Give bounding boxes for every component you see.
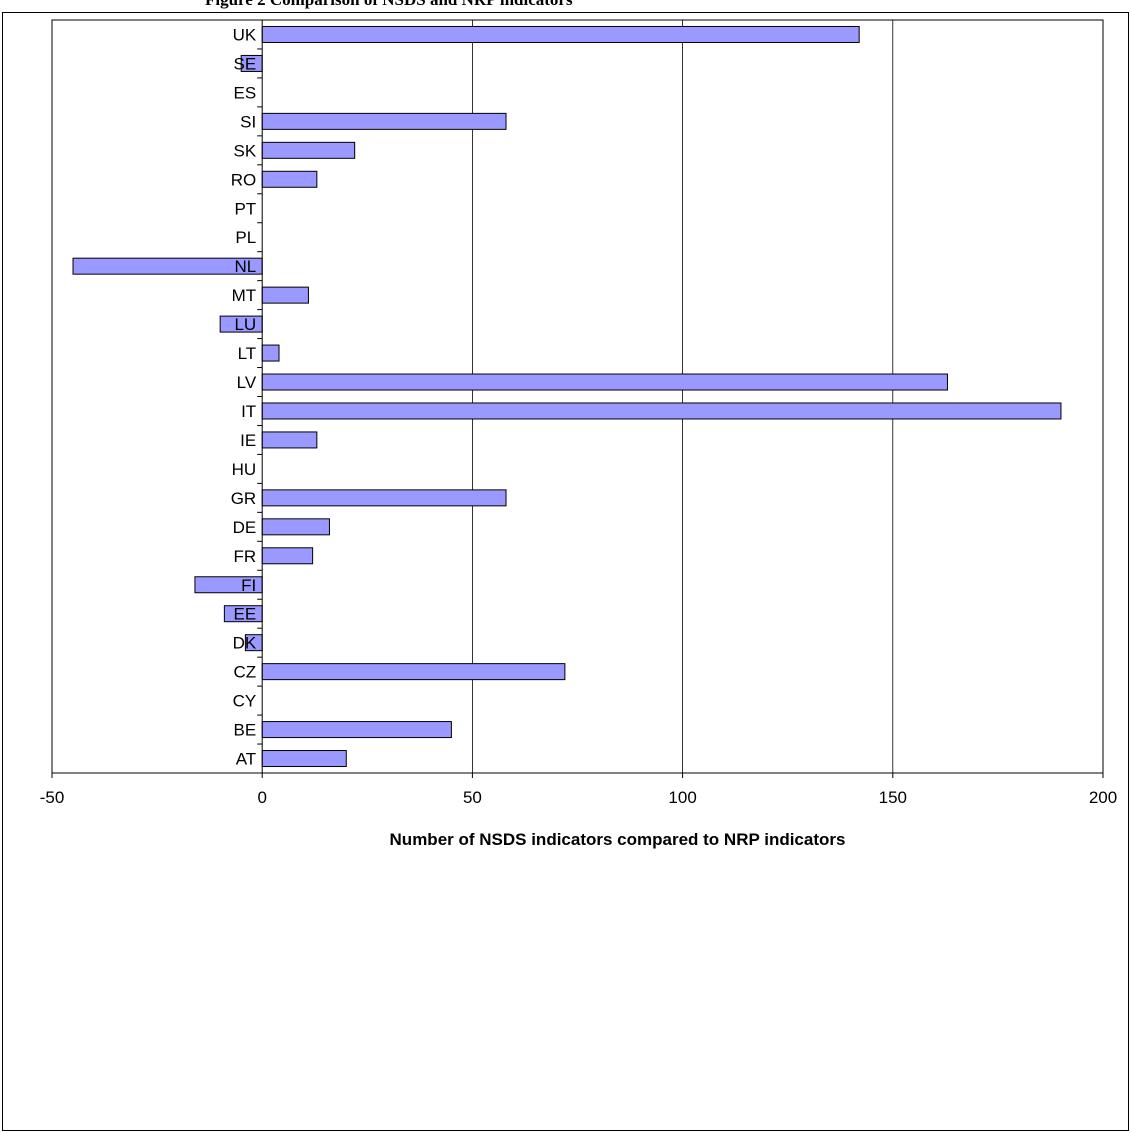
bar-lt [261, 344, 280, 362]
x-tick-label: 100 [668, 788, 696, 807]
category-label-be: BE [234, 721, 257, 740]
category-labels: UK SE ES SI SK RO PT PL NL MT LU LT LV IT IE HU GR DE FR FI… [231, 25, 257, 768]
bar-it [261, 402, 1062, 420]
bar-cz [261, 663, 566, 681]
category-label-cy: CY [233, 692, 257, 711]
x-tick-label: 50 [463, 788, 482, 807]
bar-mt [261, 286, 309, 304]
category-label-lu: LU [234, 315, 256, 334]
category-label-cz: CZ [234, 663, 257, 682]
bar-de [261, 518, 330, 536]
figure-caption: Figure 2 Comparison of NSDS and NRP indi… [0, 0, 1131, 12]
category-label-sk: SK [234, 141, 257, 160]
x-tick-label: -50 [40, 788, 65, 807]
bar-uk [261, 25, 860, 43]
category-label-si: SI [240, 112, 256, 131]
bar-ie [261, 431, 318, 449]
chart-frame [2, 12, 1129, 1131]
category-label-lv: LV [237, 373, 257, 392]
category-label-es: ES [234, 83, 257, 102]
zero-axis [257, 19, 263, 774]
bar-at [261, 750, 347, 768]
category-label-fi: FI [241, 576, 256, 595]
category-label-ro: RO [231, 170, 257, 189]
bar-si [261, 112, 507, 130]
figure-caption-text: Figure 2 Comparison of NSDS and NRP indi… [205, 0, 573, 10]
bars [72, 25, 1062, 768]
x-tick-label: 200 [1089, 788, 1117, 807]
category-label-ee: EE [234, 605, 257, 624]
bar-lv [261, 373, 948, 391]
x-tick-label: 0 [257, 788, 266, 807]
bar-sk [261, 141, 356, 159]
category-label-de: DE [233, 518, 257, 537]
category-label-mt: MT [232, 286, 257, 305]
category-label-se: SE [234, 54, 257, 73]
x-tick-label: 150 [879, 788, 907, 807]
bar-fr [261, 547, 314, 565]
bar-ro [261, 170, 318, 188]
category-label-uk: UK [233, 25, 257, 44]
x-axis-title: Number of NSDS indicators compared to NR… [390, 830, 846, 849]
x-tick-labels: -50 0 50 100 150 200 [40, 773, 1117, 807]
category-label-fr: FR [234, 547, 257, 566]
category-label-dk: DK [233, 634, 257, 653]
plot-area [51, 19, 1104, 774]
bar-be [261, 721, 452, 739]
category-label-it: IT [241, 402, 256, 421]
category-label-pl: PL [235, 228, 256, 247]
category-label-lt: LT [238, 344, 257, 363]
category-label-nl: NL [234, 257, 256, 276]
category-label-at: AT [236, 750, 256, 769]
category-label-ie: IE [240, 431, 256, 450]
category-label-pt: PT [234, 199, 256, 218]
gridlines [471, 20, 894, 773]
bar-gr [261, 489, 507, 507]
category-label-gr: GR [231, 489, 257, 508]
category-label-hu: HU [232, 460, 257, 479]
